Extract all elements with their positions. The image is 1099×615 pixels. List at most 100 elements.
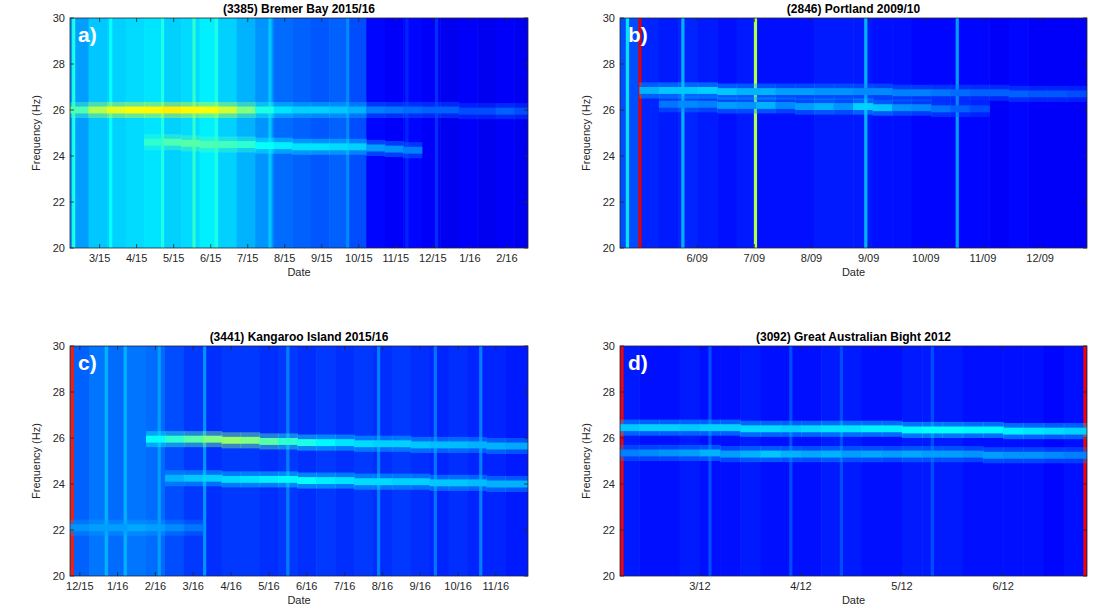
band-cell <box>255 142 274 149</box>
background-cell <box>775 18 795 248</box>
band-cell <box>756 88 776 95</box>
band-glow <box>717 84 737 100</box>
background-cell <box>1067 18 1087 248</box>
x-tick <box>811 18 812 22</box>
band-glow <box>1044 423 1065 439</box>
band-glow <box>292 102 311 118</box>
band-glow <box>127 520 147 536</box>
band-glow <box>862 421 883 437</box>
band-glow <box>1064 447 1087 463</box>
band-cell <box>184 436 204 443</box>
band-glow <box>222 471 242 487</box>
x-tick <box>231 346 232 350</box>
y-tick <box>620 64 624 65</box>
x-tick <box>699 572 700 576</box>
band-glow <box>1023 423 1044 439</box>
y-tick <box>524 202 528 203</box>
band-cell <box>678 101 698 108</box>
x-tick-label: 12/09 <box>1026 252 1054 264</box>
band-glow <box>184 431 204 447</box>
band-cell <box>902 427 923 434</box>
band-glow <box>761 421 782 437</box>
x-tick-label: 7/15 <box>237 252 258 264</box>
x-tick <box>382 572 383 576</box>
y-tick <box>524 438 528 439</box>
band-glow <box>873 84 893 100</box>
band-cell <box>639 87 659 94</box>
band-glow <box>255 102 274 118</box>
band-glow <box>348 139 367 155</box>
y-tick <box>70 18 74 19</box>
band-glow <box>737 84 757 100</box>
band-glow <box>241 471 261 487</box>
band-glow <box>1067 86 1087 102</box>
band-cell <box>184 475 204 482</box>
x-tick <box>306 346 307 350</box>
band-cell <box>237 141 256 148</box>
background-cell <box>107 18 126 248</box>
panel-title: (3385) Bremer Bay 2015/16 <box>223 2 375 16</box>
y-tick <box>70 248 74 249</box>
band-cell <box>203 475 223 482</box>
panel: 2022242628303/124/125/126/12(3092) Great… <box>580 330 1088 606</box>
band-glow <box>1064 423 1087 439</box>
x-tick <box>420 572 421 576</box>
band-cell <box>795 88 815 95</box>
band-cell <box>144 107 163 114</box>
x-tick <box>395 244 396 248</box>
y-tick <box>620 484 624 485</box>
band-cell <box>144 139 163 146</box>
stripe <box>71 346 74 576</box>
background-cell <box>70 346 90 576</box>
x-tick-label: 5/16 <box>258 580 279 592</box>
band-glow <box>659 82 679 98</box>
stripe <box>377 346 380 576</box>
background-cell <box>496 18 515 248</box>
x-tick <box>173 18 174 22</box>
x-tick <box>811 244 812 248</box>
stripe <box>268 18 271 248</box>
band-glow <box>931 101 951 117</box>
band-cell <box>108 524 128 531</box>
band-cell <box>422 107 441 114</box>
background-cell <box>1044 346 1065 576</box>
y-tick-label: 24 <box>53 150 65 162</box>
x-tick <box>469 18 470 22</box>
background-cell <box>297 346 317 576</box>
x-tick <box>458 346 459 350</box>
x-tick <box>210 244 211 248</box>
band-glow <box>720 446 741 462</box>
band-cell <box>902 451 923 458</box>
band-cell <box>781 451 802 458</box>
x-tick <box>800 346 801 350</box>
y-tick <box>524 346 528 347</box>
background-cell <box>620 346 640 576</box>
band-cell <box>717 88 737 95</box>
band-cell <box>639 424 660 431</box>
background-cell <box>1009 18 1029 248</box>
y-tick <box>620 110 624 111</box>
y-tick <box>620 392 624 393</box>
panel-title: (3441) Kangaroo Island 2015/16 <box>210 330 389 344</box>
band-cell <box>950 105 970 112</box>
band-cell <box>218 141 237 148</box>
band-glow <box>146 431 166 447</box>
x-tick-label: 4/12 <box>790 580 811 592</box>
stripe <box>405 18 408 248</box>
band-cell <box>222 476 242 483</box>
band-cell <box>1044 452 1065 459</box>
band-cell <box>292 107 311 114</box>
band-cell <box>278 438 298 445</box>
band-cell <box>385 107 404 114</box>
x-tick <box>395 18 396 22</box>
band-cell <box>274 142 293 149</box>
background-cell <box>970 18 990 248</box>
band-glow <box>963 422 984 438</box>
x-tick <box>982 244 983 248</box>
plot-area <box>70 18 528 248</box>
band-cell <box>931 89 951 96</box>
band-cell <box>912 104 932 111</box>
x-tick <box>699 346 700 350</box>
x-tick <box>495 572 496 576</box>
x-tick <box>382 346 383 350</box>
